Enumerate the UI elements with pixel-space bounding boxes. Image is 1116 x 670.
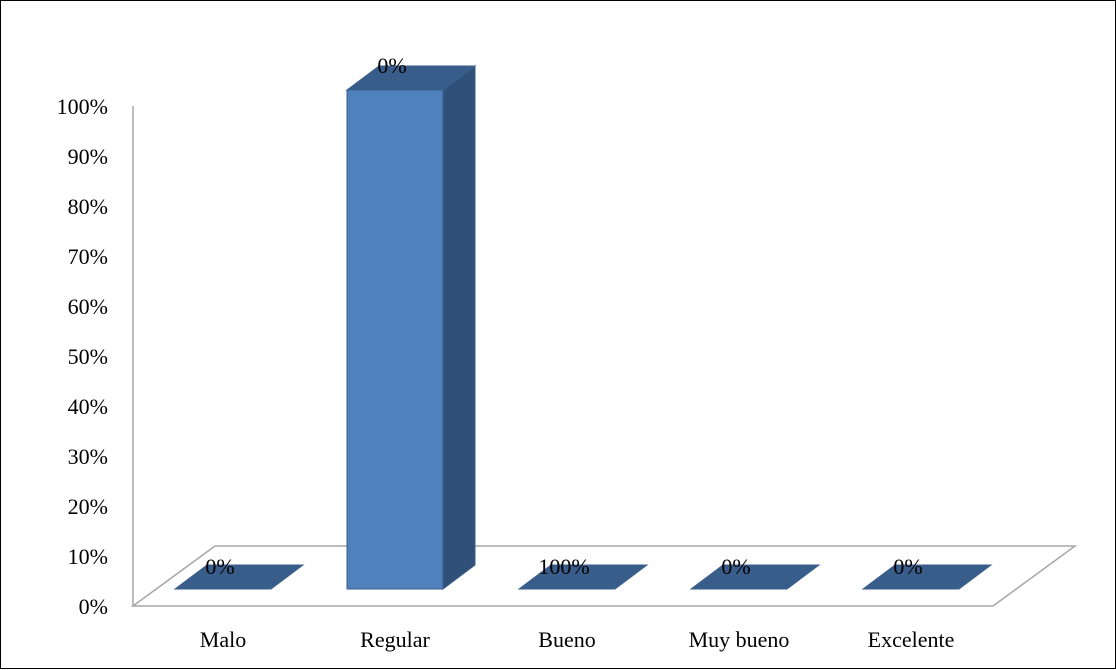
x-category-label: Muy bueno [689,627,790,652]
bar-malo [173,564,305,590]
y-tick-label: 70% [68,244,108,269]
y-tick-label: 30% [68,444,108,469]
x-category-label: Malo [200,627,246,652]
y-tick-label: 60% [68,294,108,319]
bar-side [442,65,476,590]
data-label: 100% [538,554,589,579]
y-tick-label: 0% [79,594,108,619]
labels: 0% Malo 0% Regular 100% Bueno 0% Muy bueno 0% Exc… [200,53,955,652]
bar-bueno [517,564,649,590]
data-label: 0% [893,554,922,579]
x-category-label: Regular [360,627,430,652]
bar-muy-bueno [689,564,821,590]
y-tick-label: 40% [68,394,108,419]
x-category-label: Bueno [538,627,595,652]
bar-flat [517,564,649,590]
data-label: 0% [721,554,750,579]
x-category-label: Excelente [868,627,955,652]
data-label: 0% [377,53,406,78]
y-axis: 0% 10% 20% 30% 40% 50% 60% 70% 80% 90% 100% [57,94,134,619]
bars [173,65,993,590]
bar-flat [173,564,305,590]
bar-flat [861,564,993,590]
bar-top [345,65,477,91]
y-tick-label: 20% [68,494,108,519]
y-tick-label: 80% [68,194,108,219]
bar-regular [345,65,477,590]
data-label: 0% [205,554,234,579]
bar-front [346,89,444,590]
bar-flat [689,564,821,590]
y-tick-label: 90% [68,144,108,169]
y-tick-label: 10% [68,544,108,569]
y-tick-label: 50% [68,344,108,369]
bar-excelente [861,564,993,590]
y-tick-label: 100% [57,94,108,119]
